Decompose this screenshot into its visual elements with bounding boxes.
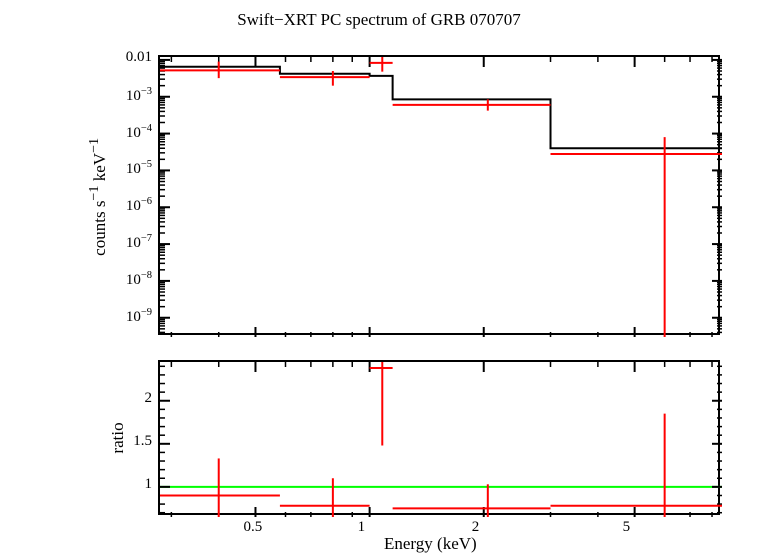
ratio-ylabel: ratio — [108, 408, 128, 468]
xtick-label: 1 — [358, 519, 366, 536]
ytick-label: 10−4 — [126, 123, 152, 142]
ytick-label: 10−9 — [126, 307, 152, 326]
chart-title: Swift−XRT PC spectrum of GRB 070707 — [0, 10, 758, 30]
ytick-label: 2 — [145, 390, 153, 407]
ratio-plot-area — [160, 362, 722, 517]
spectrum-panel — [158, 55, 720, 335]
ytick-label: 10−5 — [126, 159, 152, 178]
ytick-label: 10−7 — [126, 233, 152, 252]
xtick-label: 2 — [472, 519, 480, 536]
spectrum-ylabel: counts s−1 keV−1 — [86, 107, 110, 287]
xlabel: Energy (keV) — [384, 534, 477, 554]
ytick-label: 10−3 — [126, 86, 152, 105]
ytick-label: 1 — [145, 476, 153, 493]
xtick-label: 0.5 — [243, 519, 262, 536]
spectrum-plot-area — [160, 57, 722, 337]
ytick-label: 0.01 — [126, 49, 152, 66]
ytick-label: 10−8 — [126, 270, 152, 289]
ytick-label: 1.5 — [133, 433, 152, 450]
xtick-label: 5 — [623, 519, 631, 536]
figure: Swift−XRT PC spectrum of GRB 070707 coun… — [0, 0, 758, 556]
ratio-panel — [158, 360, 720, 515]
ytick-label: 10−6 — [126, 196, 152, 215]
